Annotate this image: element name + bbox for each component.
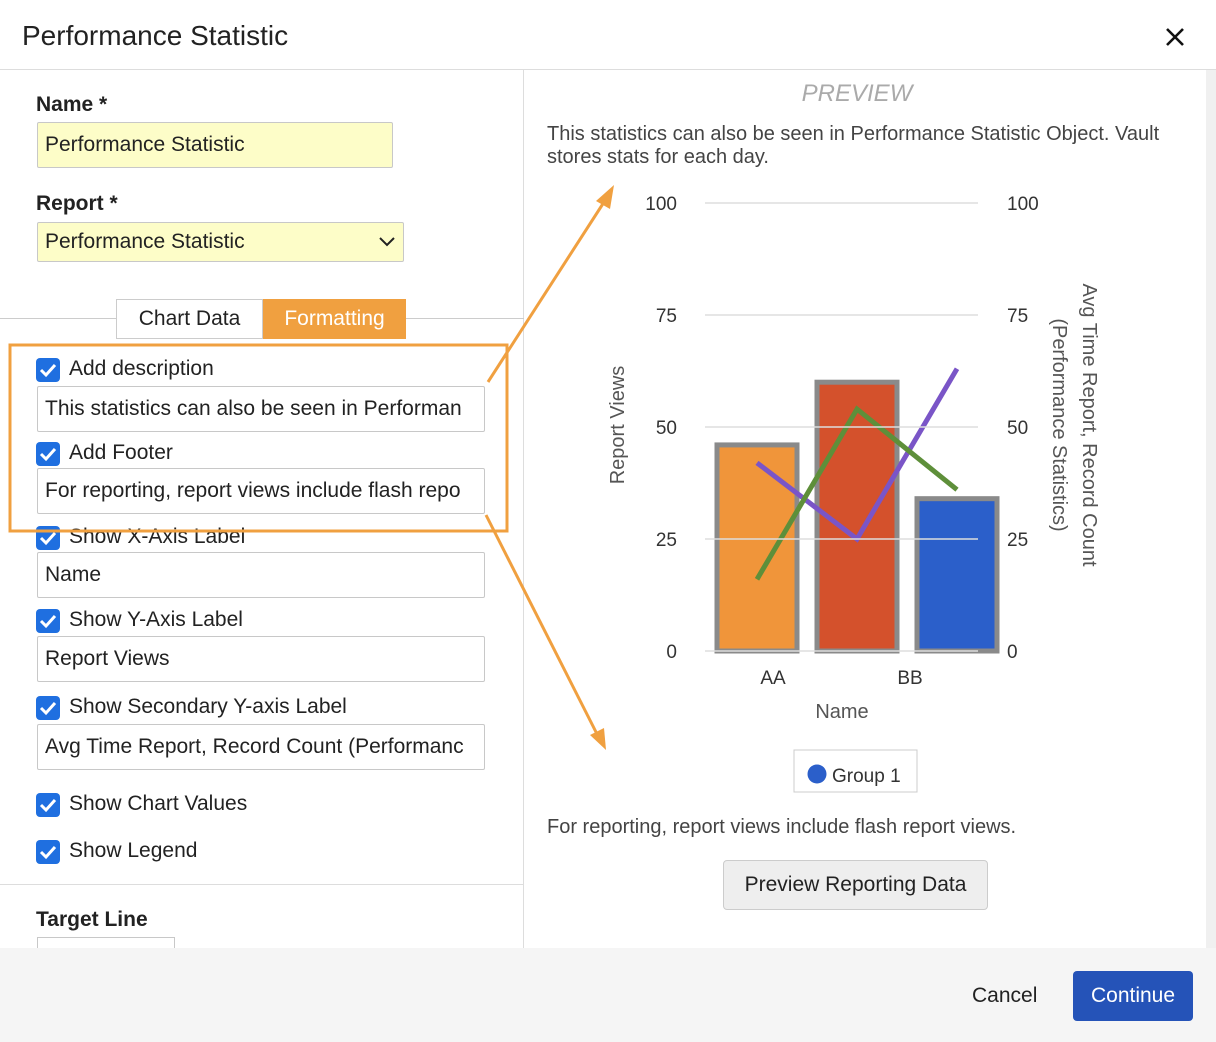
- preview-footer: For reporting, report views include flas…: [547, 816, 1017, 838]
- dialog-footer: Cancel Continue: [0, 948, 1216, 1042]
- close-button[interactable]: [1164, 26, 1186, 48]
- check-icon: [39, 447, 57, 462]
- option-input[interactable]: This statistics can also be seen in Perf…: [37, 386, 485, 432]
- arrow-head: [596, 185, 614, 209]
- tab-active[interactable]: Formatting: [263, 299, 406, 339]
- y2-tick-label: 75: [1007, 306, 1028, 327]
- checkbox[interactable]: [36, 696, 60, 720]
- option-input[interactable]: For reporting, report views include flas…: [37, 468, 485, 514]
- y-tick-label: 25: [656, 530, 677, 551]
- arrow-head: [590, 728, 606, 750]
- y-tick-label: 50: [656, 418, 677, 439]
- continue-button[interactable]: Continue: [1073, 971, 1193, 1021]
- option-input[interactable]: Avg Time Report, Record Count (Performan…: [37, 724, 485, 770]
- checkbox[interactable]: [36, 358, 60, 382]
- report-value: Performance Statistic: [45, 230, 245, 253]
- y2-axis-label: Avg Time Report, Record Count: [1078, 283, 1100, 567]
- checkbox[interactable]: [36, 840, 60, 864]
- check-icon: [39, 701, 57, 716]
- target-label: Target Line: [36, 908, 148, 931]
- y-tick-label: 100: [645, 194, 677, 215]
- check-icon: [39, 845, 57, 860]
- check-icon: [39, 798, 57, 813]
- option-label: Show Y-Axis Label: [69, 608, 243, 631]
- x-tick-label: BB: [897, 668, 922, 689]
- checkbox[interactable]: [36, 793, 60, 817]
- checkbox[interactable]: [36, 526, 60, 550]
- y2-tick-label: 50: [1007, 418, 1028, 439]
- checkbox[interactable]: [36, 442, 60, 466]
- y2-tick-label: 0: [1007, 642, 1018, 663]
- preview-button[interactable]: Preview Reporting Data: [723, 860, 988, 910]
- option-label: Show X-Axis Label: [69, 525, 246, 548]
- report-select[interactable]: Performance Statistic: [37, 222, 404, 262]
- report-label: Report *: [36, 192, 118, 215]
- legend-swatch: [807, 764, 827, 784]
- preview-description: This statistics can also be seen in Perf…: [547, 123, 1160, 168]
- option-label: Show Chart Values: [69, 792, 248, 815]
- preview-title: PREVIEW: [801, 80, 913, 107]
- name-input[interactable]: Performance Statistic: [37, 122, 393, 168]
- y-tick-label: 75: [656, 306, 677, 327]
- option-label: Show Secondary Y-axis Label: [69, 695, 347, 718]
- y-axis-label: Report Views: [607, 366, 629, 485]
- scrollbar: [1206, 70, 1216, 948]
- divider: [523, 70, 524, 948]
- cancel-button[interactable]: Cancel: [972, 984, 1038, 1007]
- separator: [0, 884, 523, 885]
- x-axis-label: Name: [815, 701, 868, 723]
- arrow: [486, 198, 608, 383]
- arrow: [484, 514, 600, 737]
- checkbox[interactable]: [36, 609, 60, 633]
- legend-box: [793, 749, 918, 793]
- y2-tick-label: 25: [1007, 530, 1028, 551]
- tab-line: [406, 318, 524, 319]
- line: [754, 405, 959, 581]
- y-tick-label: 0: [666, 642, 677, 663]
- legend-label: Group 1: [832, 766, 901, 787]
- option-input[interactable]: Report Views: [37, 636, 485, 682]
- target-input[interactable]: [37, 937, 175, 949]
- y2-axis-label: (Performance Statistics): [1048, 318, 1070, 531]
- check-icon: [39, 363, 57, 378]
- tab-line: [0, 318, 116, 319]
- check-icon: [39, 531, 57, 546]
- option-label: Add Footer: [69, 441, 173, 464]
- option-label: Add description: [69, 357, 214, 380]
- dropdown-icon: [379, 237, 395, 247]
- option-label: Show Legend: [69, 839, 198, 862]
- dialog-header: Performance Statistic: [0, 0, 1216, 70]
- check-icon: [39, 614, 57, 629]
- dialog-title: Performance Statistic: [22, 20, 289, 51]
- name-label: Name *: [36, 93, 108, 116]
- bar: [814, 379, 900, 654]
- x-tick-label: AA: [760, 668, 786, 689]
- option-input[interactable]: Name: [37, 552, 485, 598]
- bar: [914, 496, 1000, 654]
- tab[interactable]: Chart Data: [116, 299, 263, 339]
- bar: [714, 442, 800, 654]
- y2-tick-label: 100: [1007, 194, 1039, 215]
- line: [755, 367, 960, 543]
